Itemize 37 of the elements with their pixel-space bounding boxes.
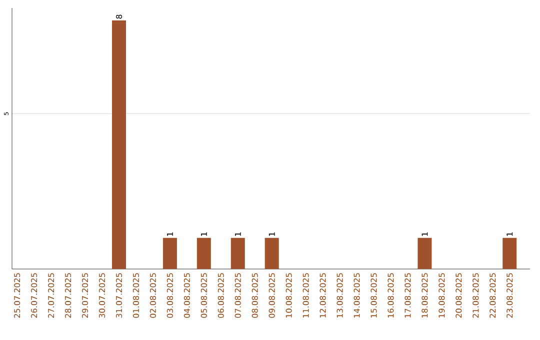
x-tick-label: 26.07.2025 — [31, 273, 38, 318]
x-tick-label: 03.08.2025 — [166, 273, 173, 318]
x-tick-label: 30.07.2025 — [98, 273, 106, 318]
x-tick-label: 13.08.2025 — [336, 273, 343, 318]
x-tick-label: 27.07.2025 — [48, 273, 54, 318]
data-label: 1 — [422, 232, 428, 236]
x-tick-label: 10.08.2025 — [286, 273, 292, 318]
x-tick-label: 12.08.2025 — [320, 273, 326, 318]
x-tick-label: 04.08.2025 — [184, 273, 190, 318]
data-label: 1 — [167, 232, 173, 236]
x-tick-label: 06.08.2025 — [218, 273, 224, 318]
data-label: 1 — [268, 232, 275, 236]
x-tick-label: 14.08.2025 — [354, 273, 360, 318]
data-label: 1 — [234, 232, 241, 236]
x-tick-label: 09.08.2025 — [268, 273, 275, 318]
x-tick-label: 15.08.2025 — [370, 273, 377, 318]
x-tick-label: 25.07.2025 — [14, 273, 20, 318]
x-tick-label: 11.08.2025 — [302, 273, 309, 318]
x-tick-label: 01.08.2025 — [132, 273, 140, 318]
x-tick-label: 08.08.2025 — [252, 273, 258, 318]
x-tick-label: 16.08.2025 — [388, 273, 394, 318]
x-tick-label: 18.08.2025 — [422, 273, 428, 318]
data-label: 1 — [506, 232, 513, 236]
x-tick-label: 19.08.2025 — [438, 273, 445, 318]
x-tick-label: 07.08.2025 — [234, 273, 241, 318]
x-tick-label: 02.08.2025 — [150, 273, 156, 318]
data-label: 8 — [116, 14, 122, 19]
x-tick-label: 05.08.2025 — [200, 273, 207, 318]
x-tick-label: 31.07.2025 — [116, 273, 122, 318]
x-tick-label: 17.08.2025 — [404, 273, 411, 318]
data-label: 1 — [201, 232, 207, 236]
x-tick-label: 22.08.2025 — [490, 273, 496, 318]
x-tick-label: 20.08.2025 — [456, 273, 462, 318]
x-tick-label: 21.08.2025 — [472, 273, 479, 318]
x-tick-label: 28.07.2025 — [65, 273, 72, 318]
x-tick-label: 29.07.2025 — [82, 273, 88, 318]
x-tick-label: 23.08.2025 — [506, 273, 513, 318]
